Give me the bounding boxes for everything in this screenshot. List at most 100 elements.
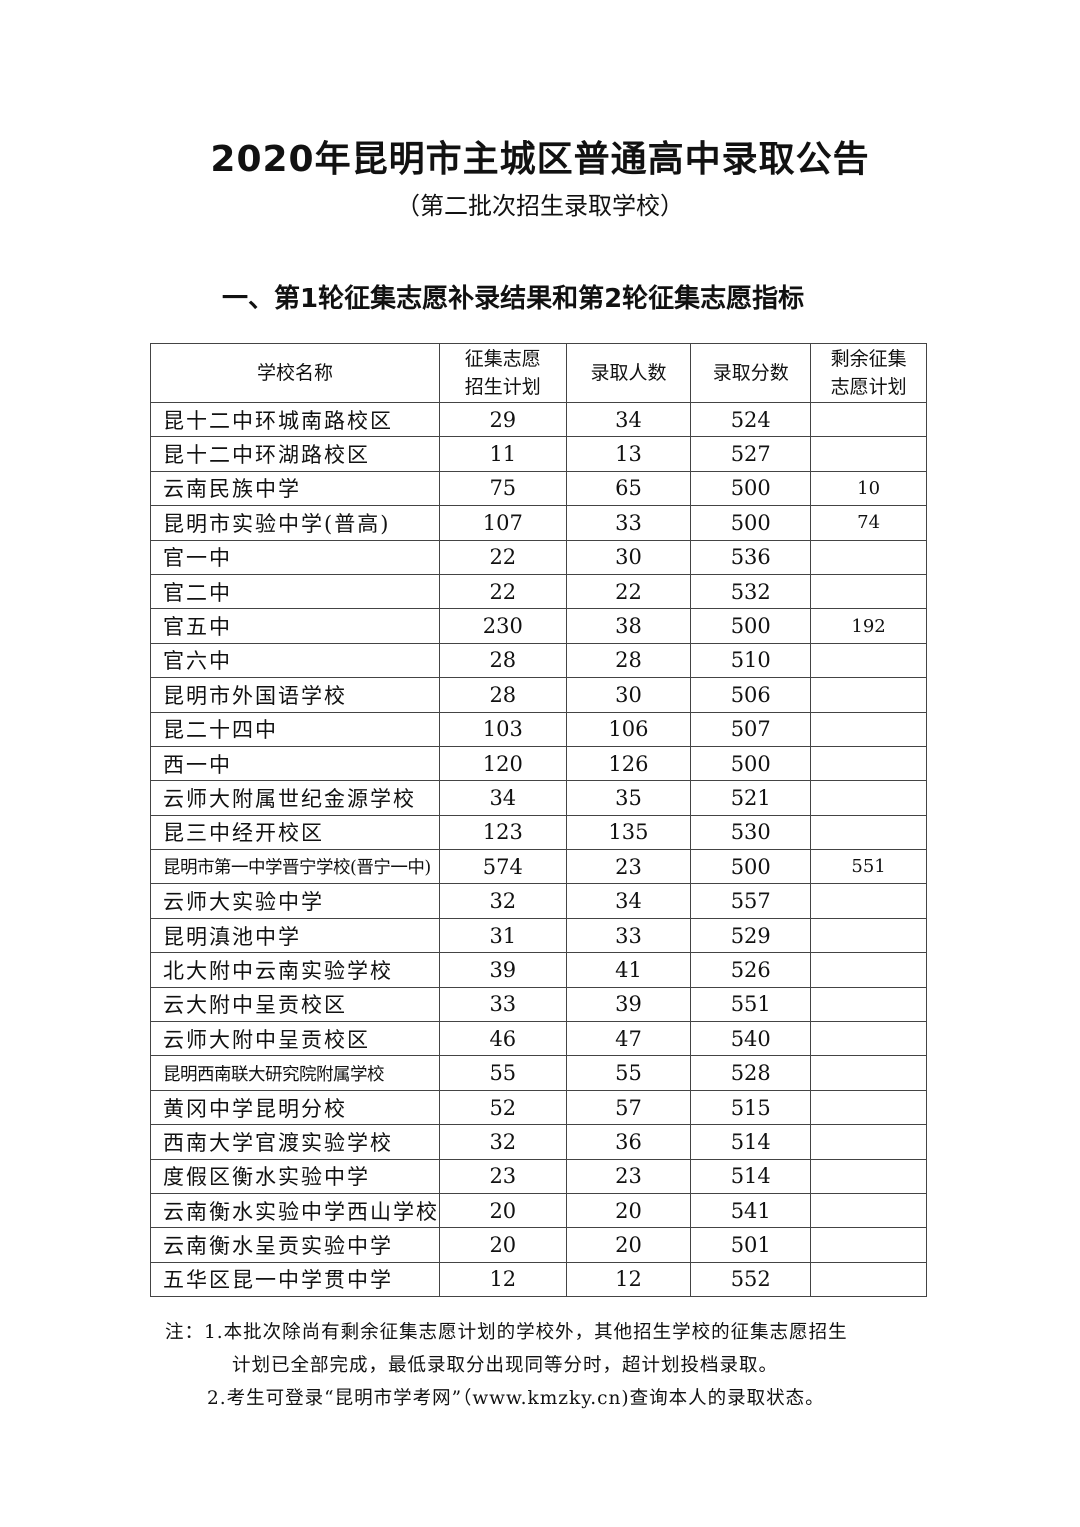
- admitted-cell: 57: [565, 1089, 692, 1126]
- admitted-cell: 28: [565, 642, 692, 679]
- score-cell: 524: [690, 401, 812, 438]
- table-row: 云南民族中学 75 65 500 10: [150, 470, 927, 507]
- school-name-cell: 昆十二中环湖路校区: [150, 436, 440, 472]
- school-name-cell: 云师大附中呈贡校区: [150, 1021, 440, 1057]
- plan-cell: 28: [439, 642, 567, 679]
- score-cell: 529: [690, 917, 812, 954]
- plan-cell: 20: [439, 1227, 567, 1263]
- table-row: 云师大实验中学 32 34 557: [150, 883, 927, 919]
- plan-cell: 20: [439, 1192, 567, 1229]
- column-header: 剩余征集 志愿计划: [810, 343, 927, 403]
- remaining-cell: [810, 814, 927, 851]
- score-cell: 551: [690, 986, 812, 1023]
- score-cell: 501: [690, 1227, 812, 1263]
- remaining-cell: [810, 1055, 927, 1091]
- score-cell: 500: [690, 505, 812, 541]
- table-row: 云师大附中呈贡校区 46 47 540: [150, 1021, 927, 1057]
- table-row: 昆明滇池中学 31 33 529: [150, 917, 927, 954]
- remaining-cell: [810, 952, 927, 988]
- note-line-3: 2.考生可登录“昆明市学考网”（www.kmzky.cn)查询本人的录取状态。: [207, 1388, 825, 1409]
- school-name-cell: 五华区昆一中学贯中学: [150, 1261, 440, 1298]
- admitted-cell: 13: [565, 436, 692, 472]
- remaining-cell: [810, 1124, 927, 1160]
- school-name-cell: 昆明西南联大研究院附属学校: [150, 1055, 440, 1091]
- remaining-cell: [810, 745, 927, 782]
- plan-cell: 46: [439, 1021, 567, 1057]
- note-line-1: 注：1.本批次除尚有剩余征集志愿计划的学校外，其他招生学校的征集志愿招生: [165, 1322, 848, 1343]
- column-header: 学校名称: [150, 343, 440, 403]
- school-name-cell: 昆明市实验中学(普高): [150, 505, 440, 541]
- plan-cell: 55: [439, 1055, 567, 1091]
- plan-cell: 230: [439, 608, 567, 644]
- score-cell: 557: [690, 883, 812, 919]
- score-cell: 514: [690, 1124, 812, 1160]
- admitted-cell: 30: [565, 539, 692, 575]
- document-title: 2020年昆明市主城区普通高中录取公告: [210, 139, 870, 180]
- table-row: 昆明市外国语学校 28 30 506: [150, 677, 927, 713]
- admitted-cell: 35: [565, 780, 692, 816]
- table-body: 昆十二中环城南路校区 29 34 524 昆十二中环湖路校区 11 13 527 云南民族中学 7…: [150, 401, 927, 1298]
- school-name-cell: 昆明市外国语学校: [150, 677, 440, 713]
- column-header-text: 志愿计划: [830, 376, 907, 398]
- score-cell: 530: [690, 814, 812, 851]
- admitted-cell: 55: [565, 1055, 692, 1091]
- score-cell: 514: [690, 1158, 812, 1194]
- column-header: 征集志愿 招生计划: [439, 343, 567, 403]
- score-cell: 521: [690, 780, 812, 816]
- school-name-cell: 云南衡水呈贡实验中学: [150, 1227, 440, 1263]
- school-name-cell: 云南衡水实验中学西山学校: [150, 1192, 440, 1229]
- remaining-cell: [810, 986, 927, 1023]
- score-cell: 500: [690, 849, 812, 885]
- admitted-cell: 36: [565, 1124, 692, 1160]
- table-row: 官五中 230 38 500 192: [150, 608, 927, 644]
- school-name-cell: 昆三中经开校区: [150, 814, 440, 851]
- column-header: 录取人数: [565, 343, 692, 403]
- school-name-cell: 昆十二中环城南路校区: [150, 401, 440, 438]
- school-name-cell: 黄冈中学昆明分校: [150, 1089, 440, 1126]
- remaining-cell: [810, 917, 927, 954]
- plan-cell: 22: [439, 573, 567, 610]
- admitted-cell: 12: [565, 1261, 692, 1298]
- plan-cell: 32: [439, 1124, 567, 1160]
- plan-cell: 123: [439, 814, 567, 851]
- score-cell: 552: [690, 1261, 812, 1298]
- remaining-cell: [810, 677, 927, 713]
- admitted-cell: 65: [565, 470, 692, 507]
- plan-cell: 29: [439, 401, 567, 438]
- admitted-cell: 22: [565, 573, 692, 610]
- table-row: 北大附中云南实验学校 39 41 526: [150, 952, 927, 988]
- remaining-cell: [810, 1021, 927, 1057]
- school-name-cell: 云大附中呈贡校区: [150, 986, 440, 1023]
- score-cell: 532: [690, 573, 812, 610]
- plan-cell: 11: [439, 436, 567, 472]
- admitted-cell: 126: [565, 745, 692, 782]
- column-header-text: 学校名称: [256, 362, 333, 384]
- school-name-cell: 官一中: [150, 539, 440, 575]
- school-name-cell: 云师大附属世纪金源学校: [150, 780, 440, 816]
- remaining-cell: [810, 711, 927, 747]
- school-name-cell: 西一中: [150, 745, 440, 782]
- table-row: 黄冈中学昆明分校 52 57 515: [150, 1089, 927, 1126]
- plan-cell: 75: [439, 470, 567, 507]
- column-header: 录取分数: [690, 343, 812, 403]
- admitted-cell: 41: [565, 952, 692, 988]
- school-name-cell: 北大附中云南实验学校: [150, 952, 440, 988]
- table-row: 官一中 22 30 536: [150, 539, 927, 575]
- table-row: 昆明西南联大研究院附属学校 55 55 528: [150, 1055, 927, 1091]
- remaining-cell: 74: [810, 505, 927, 541]
- admitted-cell: 135: [565, 814, 692, 851]
- admitted-cell: 20: [565, 1227, 692, 1263]
- score-cell: 500: [690, 745, 812, 782]
- plan-cell: 23: [439, 1158, 567, 1194]
- table-row: 昆三中经开校区 123 135 530: [150, 814, 927, 851]
- table-header-row: 学校名称 征集志愿 招生计划 录取人数 录取分数 剩余征集 志愿计划: [150, 343, 927, 403]
- score-cell: 540: [690, 1021, 812, 1057]
- table-row: 度假区衡水实验中学 23 23 514: [150, 1158, 927, 1194]
- plan-cell: 120: [439, 745, 567, 782]
- score-cell: 500: [690, 470, 812, 507]
- score-cell: 510: [690, 642, 812, 679]
- table-row: 昆十二中环湖路校区 11 13 527: [150, 436, 927, 472]
- admitted-cell: 23: [565, 849, 692, 885]
- document-subtitle: （第二批次招生录取学校）: [396, 192, 684, 220]
- score-cell: 536: [690, 539, 812, 575]
